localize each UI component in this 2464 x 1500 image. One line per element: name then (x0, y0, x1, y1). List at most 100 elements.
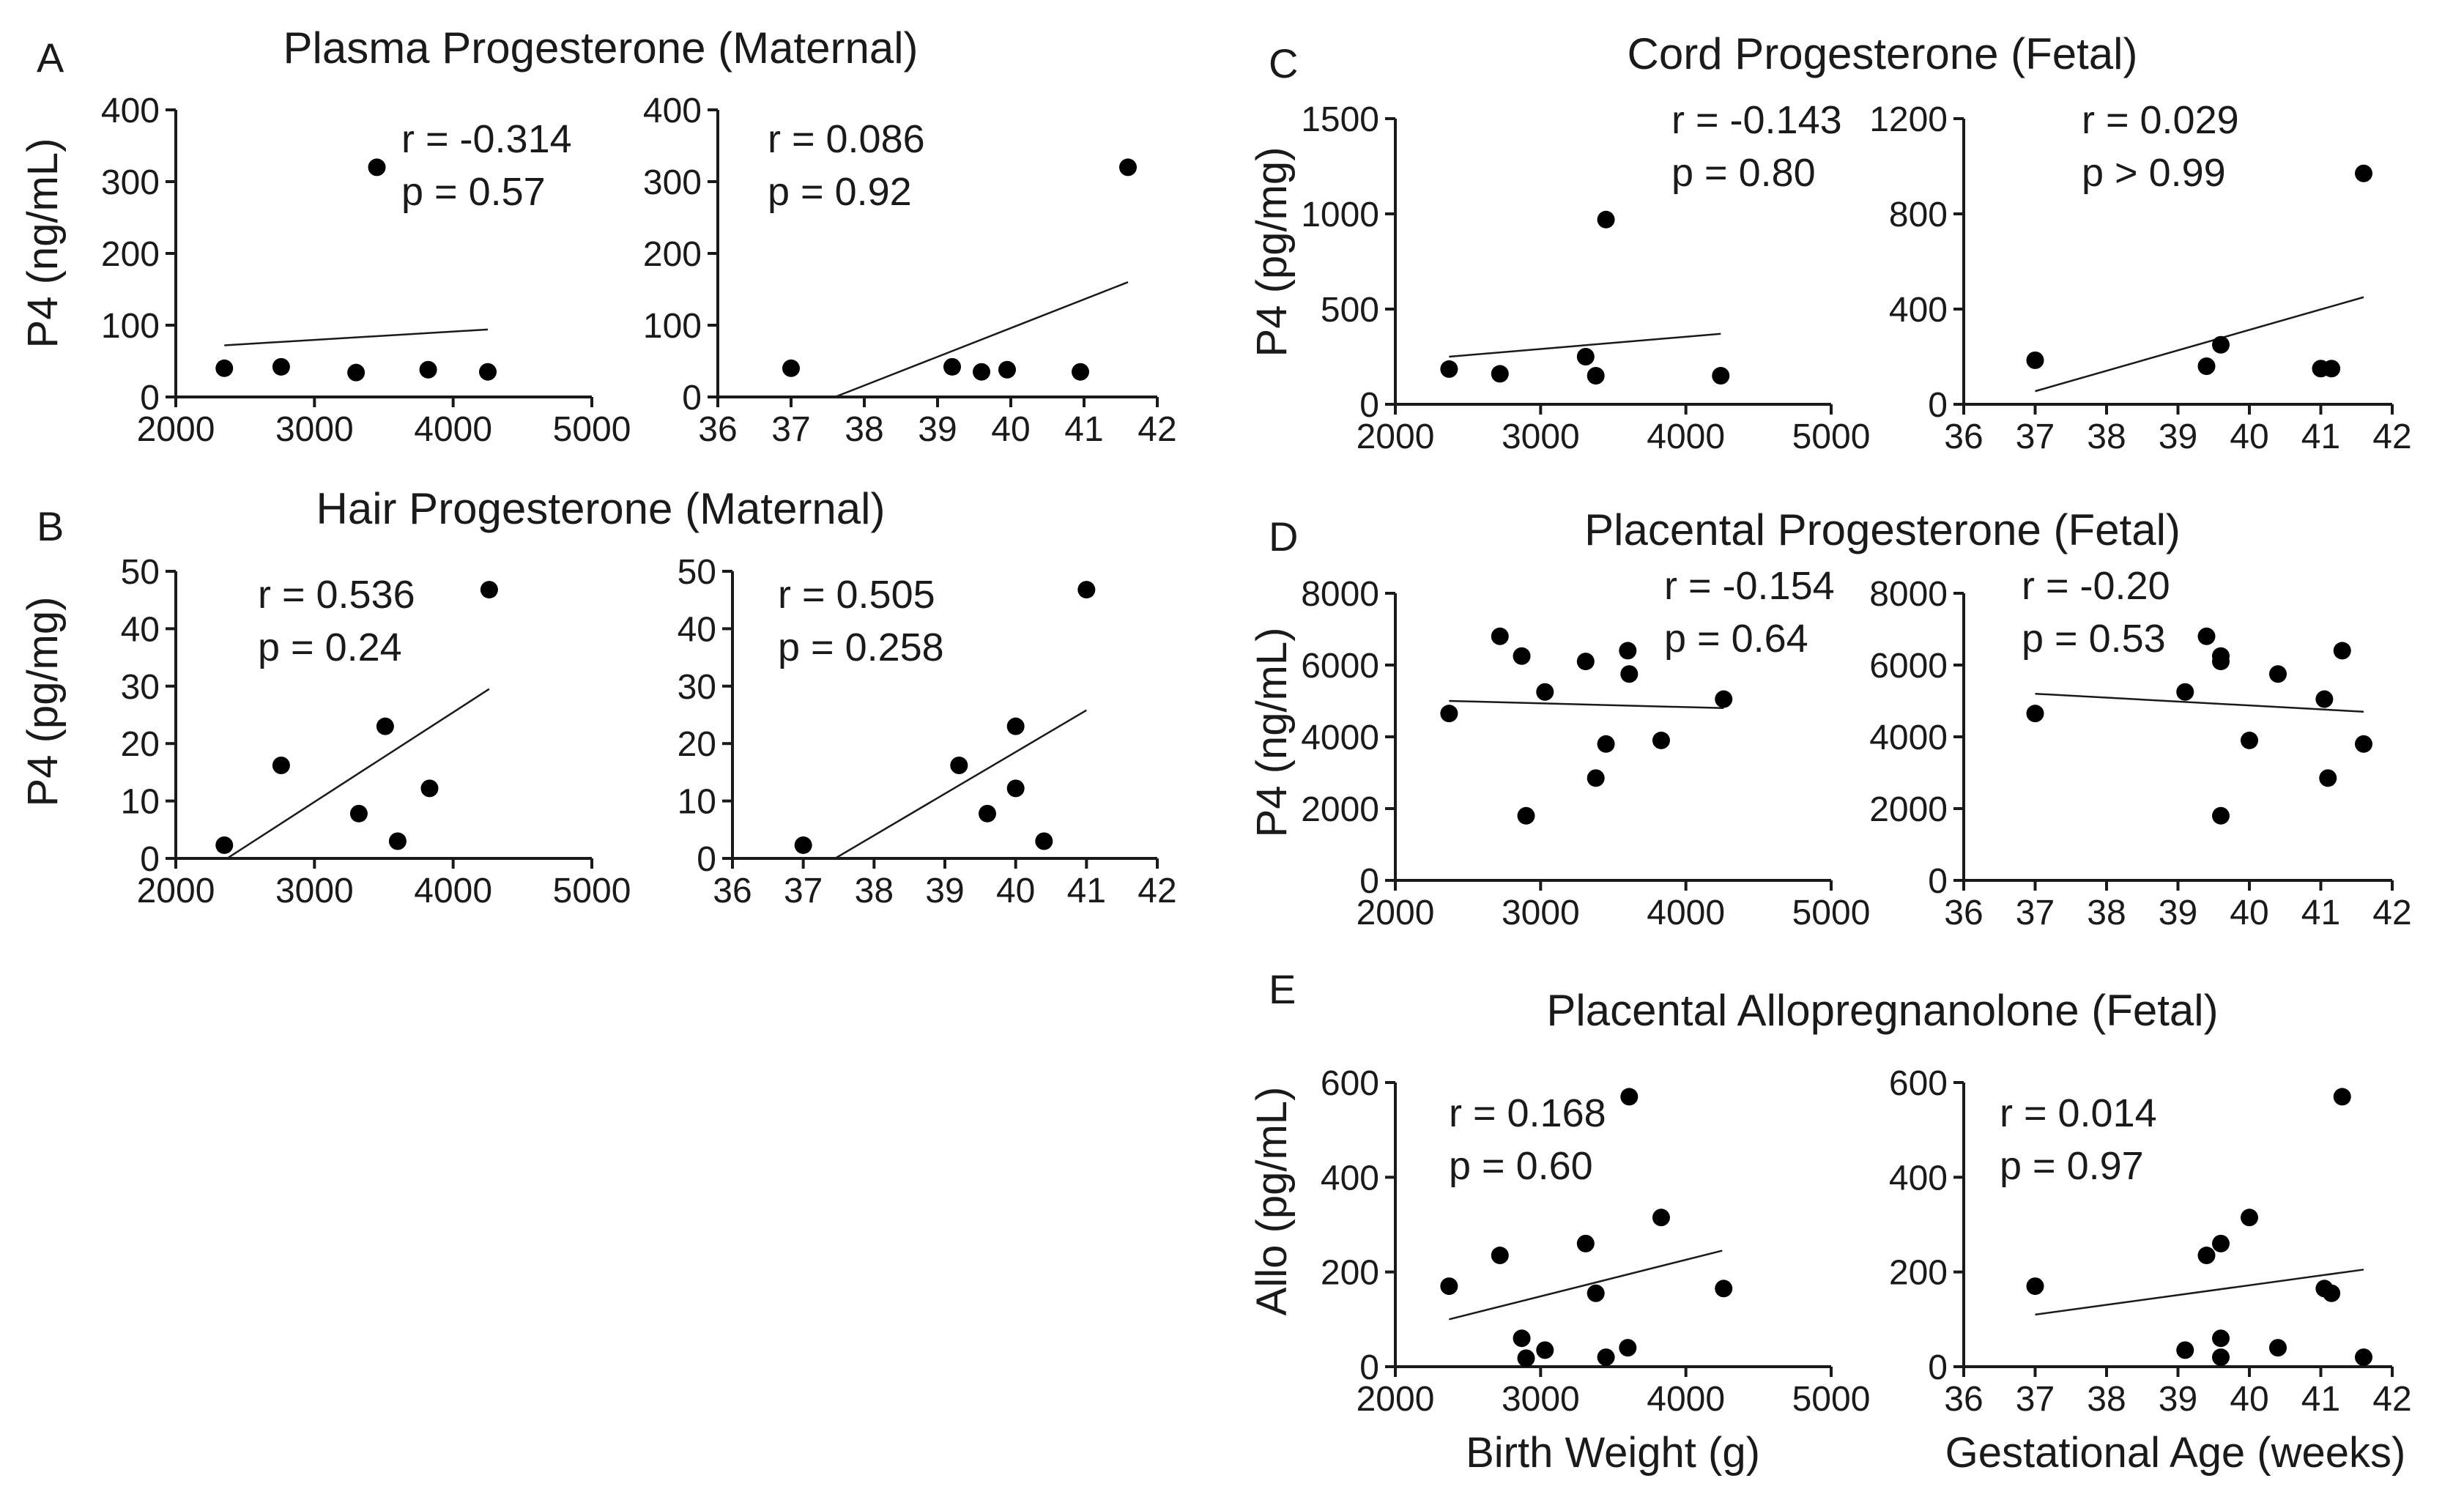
regression-line (1449, 1250, 1723, 1321)
data-point (2026, 705, 2044, 723)
x-tick-label: 2000 (1357, 1380, 1435, 1419)
stat-p-value: p = 0.80 (1671, 151, 1816, 195)
x-tick-label: 40 (996, 872, 1035, 910)
y-tick-label: 40 (678, 610, 716, 649)
data-point (2026, 351, 2044, 369)
data-point (1077, 581, 1096, 599)
data-point (1006, 779, 1025, 798)
data-point (2197, 627, 2216, 645)
y-tick-label: 0 (140, 840, 160, 879)
y-tick-label: 30 (678, 668, 716, 707)
x-tick-label: 38 (2087, 417, 2126, 456)
data-point (2315, 690, 2334, 708)
data-point (950, 756, 968, 774)
x-axis-title-gestational-age: Gestational Age (weeks) (1945, 1429, 2406, 1477)
data-point (1715, 1280, 1733, 1298)
data-point (1619, 642, 1637, 660)
x-tick-label: 36 (1944, 1380, 1983, 1419)
y-tick-label: 600 (1321, 1064, 1379, 1103)
data-point (2212, 1234, 2230, 1252)
x-tick-label: 40 (2230, 1380, 2268, 1419)
stat-r-value: r = 0.086 (768, 117, 925, 161)
y-tick-label: 500 (1321, 291, 1379, 330)
x-axis-title-birth-weight: Birth Weight (g) (1466, 1429, 1760, 1477)
data-point (1652, 731, 1670, 749)
data-point (419, 360, 437, 379)
plot-c-birth-weight: 0 500 1000 1500 2000 3000 4000 5000 r = -0.143 p … (1301, 98, 1870, 456)
data-point (1119, 158, 1137, 177)
stat-r-value: r = 0.014 (2000, 1091, 2157, 1135)
y-tick-label: 0 (1928, 862, 1948, 901)
x-tick-label: 4000 (1647, 1380, 1725, 1419)
data-point (2026, 1277, 2044, 1296)
data-point (1536, 1341, 1554, 1359)
x-tick-label: 41 (2301, 417, 2340, 456)
x-tick-label: 36 (713, 872, 752, 910)
plot-b-gestational-age: 0 10 20 30 40 50 36 37 38 39 40 41 42 r = 0.505 p = 0.… (678, 553, 1177, 910)
data-point (347, 363, 365, 382)
stat-p-value: p = 0.53 (2022, 617, 2166, 661)
x-tick-label: 42 (1138, 410, 1176, 449)
x-tick-label: 39 (2159, 417, 2197, 456)
stat-p-value: p > 0.99 (2082, 151, 2226, 195)
y-axis-title-a: P4 (ng/mL) (19, 138, 67, 349)
stat-r-value: r = -0.154 (1664, 564, 1835, 608)
panel-letter-a: A (37, 34, 64, 81)
regression-line (224, 328, 489, 346)
data-point (1576, 348, 1595, 365)
plot-a-gestational-age: 0 100 200 300 400 36 37 38 39 40 41 42 r = 0.086 p = … (643, 92, 1177, 449)
data-point (1440, 1277, 1458, 1296)
stat-r-value: r = 0.168 (1449, 1091, 1606, 1135)
y-tick-label: 20 (678, 725, 716, 764)
y-tick-label: 1000 (1301, 196, 1379, 234)
x-tick-label: 5000 (553, 410, 631, 449)
y-tick-label: 400 (1321, 1159, 1379, 1198)
data-point (2319, 769, 2337, 787)
y-tick-label: 0 (1928, 386, 1948, 425)
x-tick-label: 37 (771, 410, 810, 449)
group-title-b: Hair Progesterone (Maternal) (316, 484, 886, 533)
data-point (973, 363, 990, 381)
data-point (376, 717, 394, 735)
stat-p-value: p = 0.258 (778, 625, 944, 669)
y-tick-label: 1200 (1869, 100, 1948, 139)
y-tick-label: 50 (678, 553, 716, 592)
stat-r-value: r = 0.029 (2082, 98, 2239, 142)
data-point (1006, 717, 1025, 735)
y-tick-label: 8000 (1869, 575, 1948, 614)
x-tick-label: 3000 (275, 410, 354, 449)
x-tick-label: 36 (1944, 894, 1983, 932)
data-point (1517, 1349, 1535, 1367)
group-title-e: Placental Allopregnanolone (Fetal) (1546, 986, 2218, 1035)
group-title-c: Cord Progesterone (Fetal) (1628, 29, 2138, 78)
y-tick-label: 0 (1359, 386, 1379, 425)
data-point (2333, 1088, 2351, 1106)
data-point (1652, 1208, 1670, 1227)
data-point (1620, 665, 1639, 683)
data-point (2323, 360, 2341, 378)
data-point (1517, 806, 1535, 825)
data-point (388, 832, 407, 850)
data-point (1597, 735, 1615, 753)
x-tick-label: 39 (918, 410, 957, 449)
stat-r-value: r = 0.505 (778, 573, 935, 617)
plot-c-gestational-age: 0 400 800 1200 36 37 38 39 40 41 42 r = 0.029 p > 0.… (1869, 98, 2411, 456)
x-tick-label: 3000 (1502, 1380, 1580, 1419)
y-tick-label: 100 (101, 307, 160, 346)
data-point (998, 360, 1016, 379)
stat-p-value: p = 0.60 (1449, 1144, 1593, 1188)
data-point (1491, 365, 1509, 383)
y-tick-label: 40 (121, 610, 160, 649)
x-tick-label: 3000 (1502, 417, 1580, 456)
regression-line (2035, 1269, 2364, 1316)
x-tick-label: 40 (2230, 417, 2268, 456)
y-tick-label: 20 (121, 725, 160, 764)
y-tick-label: 400 (101, 92, 160, 130)
y-tick-label: 4000 (1869, 719, 1948, 757)
data-point (215, 359, 234, 377)
x-tick-label: 37 (784, 872, 823, 910)
y-tick-label: 50 (121, 553, 160, 592)
data-point (1587, 367, 1605, 385)
y-tick-label: 200 (1321, 1254, 1379, 1293)
data-point (2333, 642, 2351, 660)
